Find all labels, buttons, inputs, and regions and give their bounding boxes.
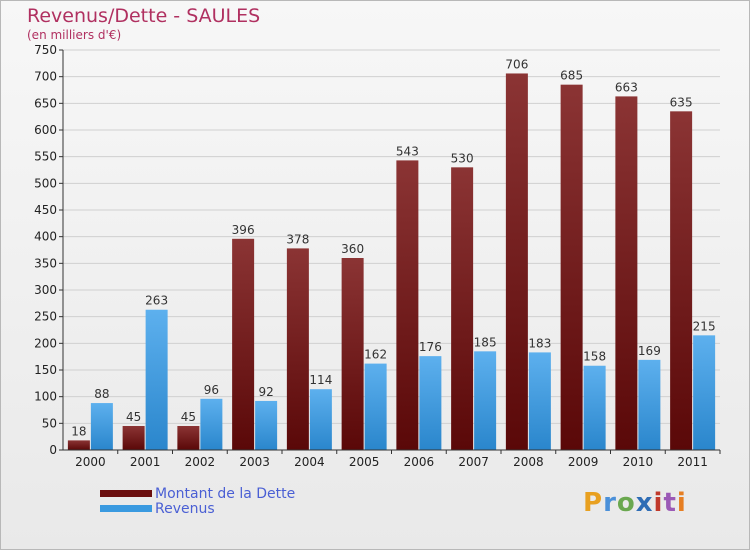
value-label-revenus: 88 bbox=[94, 387, 109, 401]
bar-revenus bbox=[693, 335, 716, 450]
y-tick-label: 350 bbox=[34, 256, 57, 270]
bar-dette bbox=[286, 248, 309, 450]
value-label-dette: 543 bbox=[396, 144, 419, 158]
value-label-revenus: 263 bbox=[145, 294, 168, 308]
bar-revenus bbox=[255, 400, 278, 450]
bar-dette bbox=[341, 258, 364, 450]
x-tick-label: 2000 bbox=[75, 455, 106, 469]
value-label-dette: 18 bbox=[71, 424, 86, 438]
value-label-dette: 706 bbox=[505, 57, 528, 71]
y-tick-label: 50 bbox=[42, 416, 57, 430]
x-tick-label: 2003 bbox=[239, 455, 270, 469]
value-label-dette: 378 bbox=[286, 232, 309, 246]
bar-revenus bbox=[200, 398, 223, 450]
y-tick-label: 450 bbox=[34, 203, 57, 217]
value-label-dette: 530 bbox=[451, 151, 474, 165]
bar-dette bbox=[615, 96, 638, 451]
bar-revenus bbox=[638, 359, 661, 450]
legend-label-dette: Montant de la Dette bbox=[155, 485, 296, 502]
x-tick-label: 2006 bbox=[404, 455, 435, 469]
value-label-revenus: 162 bbox=[364, 348, 387, 362]
bar-revenus bbox=[309, 389, 332, 450]
bar-dette bbox=[505, 73, 528, 450]
value-label-dette: 635 bbox=[670, 95, 693, 109]
legend: Montant de la Dette Revenus bbox=[100, 485, 296, 517]
y-tick-label: 600 bbox=[34, 123, 57, 137]
value-label-dette: 685 bbox=[560, 69, 583, 83]
legend-item-revenus: Revenus bbox=[100, 500, 295, 517]
bar-revenus bbox=[528, 352, 551, 450]
value-label-revenus: 176 bbox=[419, 340, 442, 354]
value-label-revenus: 114 bbox=[309, 373, 332, 387]
value-label-revenus: 183 bbox=[528, 336, 551, 350]
y-tick-label: 100 bbox=[34, 390, 57, 404]
bar-dette bbox=[670, 111, 693, 450]
value-label-revenus: 169 bbox=[638, 344, 661, 358]
bar-revenus bbox=[474, 351, 497, 450]
proxiti-logo: Proxiti bbox=[583, 488, 687, 518]
value-label-dette: 45 bbox=[181, 410, 196, 424]
bar-dette bbox=[232, 238, 255, 450]
value-label-revenus: 185 bbox=[474, 335, 497, 349]
value-label-dette: 45 bbox=[126, 410, 141, 424]
x-tick-label: 2008 bbox=[513, 455, 544, 469]
y-tick-label: 750 bbox=[34, 43, 57, 57]
value-label-revenus: 96 bbox=[204, 383, 219, 397]
legend-item-dette: Montant de la Dette bbox=[100, 485, 296, 502]
bar-dette bbox=[396, 160, 419, 450]
bar-dette bbox=[67, 440, 90, 450]
chart-unit-label: (en milliers d'€) bbox=[27, 28, 122, 42]
bar-revenus bbox=[364, 363, 387, 450]
legend-label-revenus: Revenus bbox=[155, 500, 215, 517]
value-label-revenus: 158 bbox=[583, 350, 606, 364]
y-tick-label: 150 bbox=[34, 363, 57, 377]
y-tick-label: 500 bbox=[34, 176, 57, 190]
bar-dette bbox=[122, 426, 145, 450]
x-tick-label: 2004 bbox=[294, 455, 325, 469]
y-tick-label: 550 bbox=[34, 150, 57, 164]
value-label-revenus: 92 bbox=[258, 385, 273, 399]
legend-swatch-revenus bbox=[100, 505, 152, 512]
bar-dette bbox=[177, 426, 200, 450]
y-tick-label: 250 bbox=[34, 310, 57, 324]
bar-dette bbox=[451, 167, 474, 451]
x-tick-label: 2002 bbox=[185, 455, 216, 469]
bar-revenus bbox=[419, 356, 442, 450]
x-tick-label: 2011 bbox=[677, 455, 708, 469]
bar-dette bbox=[560, 84, 583, 451]
y-tick-label: 0 bbox=[49, 443, 57, 457]
y-tick-label: 700 bbox=[34, 70, 57, 84]
bar-revenus bbox=[583, 365, 606, 450]
x-tick-label: 2009 bbox=[568, 455, 599, 469]
y-tick-label: 400 bbox=[34, 230, 57, 244]
y-tick-label: 650 bbox=[34, 96, 57, 110]
chart-title: Revenus/Dette - SAULES bbox=[27, 5, 261, 27]
legend-swatch-dette bbox=[100, 490, 152, 497]
value-label-dette: 663 bbox=[615, 80, 638, 94]
value-label-dette: 360 bbox=[341, 242, 364, 256]
value-label-dette: 396 bbox=[232, 223, 255, 237]
x-tick-label: 2007 bbox=[458, 455, 489, 469]
bar-revenus bbox=[145, 309, 168, 450]
y-tick-label: 300 bbox=[34, 283, 57, 297]
x-tick-label: 2001 bbox=[130, 455, 161, 469]
x-tick-label: 2005 bbox=[349, 455, 380, 469]
x-tick-label: 2010 bbox=[623, 455, 654, 469]
value-label-revenus: 215 bbox=[693, 319, 716, 333]
y-tick-label: 200 bbox=[34, 336, 57, 350]
bar-revenus bbox=[90, 403, 113, 450]
